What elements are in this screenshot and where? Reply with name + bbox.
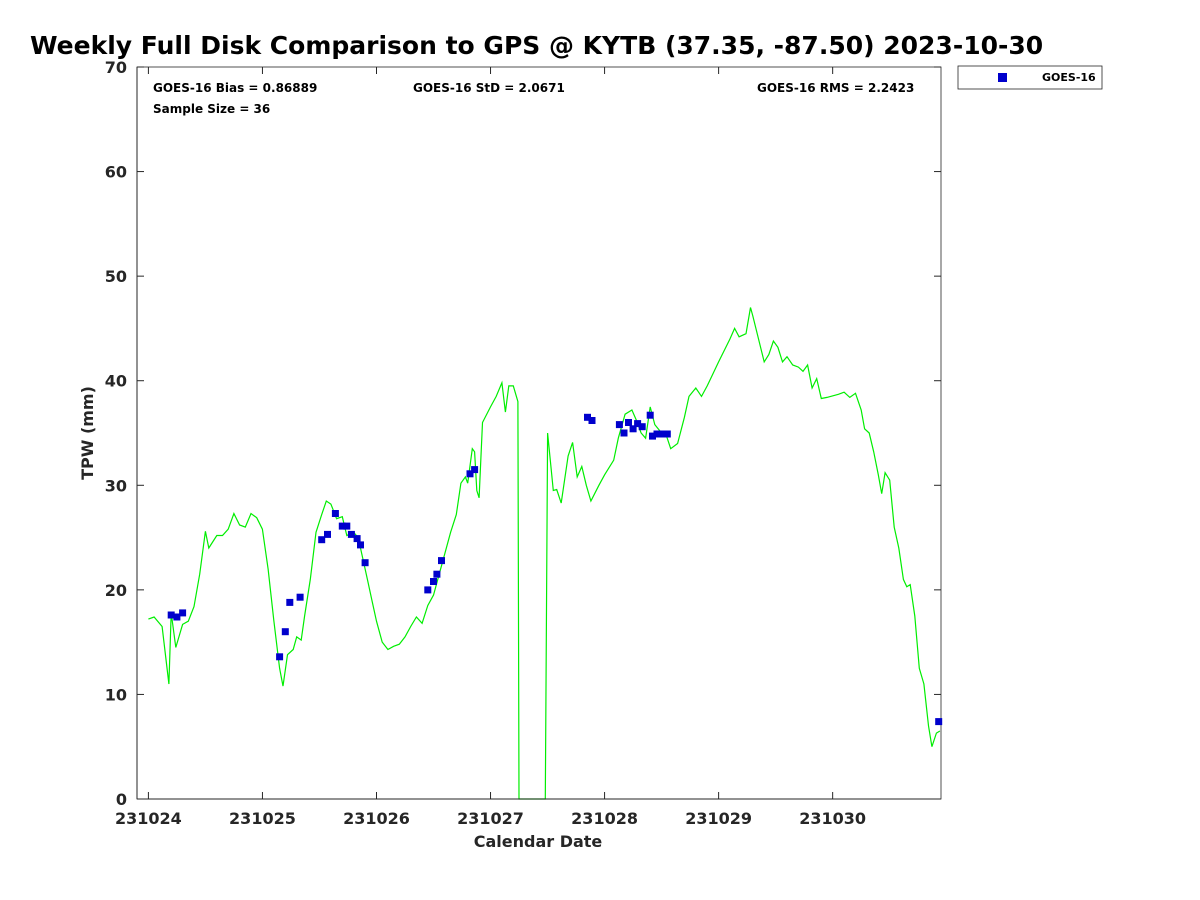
legend: GOES-16 (957, 65, 1103, 90)
y-tick-label-0: 0 (116, 790, 127, 809)
goes16-point-1 (173, 613, 181, 621)
legend-label-goes16: GOES-16 (1042, 71, 1096, 84)
goes16-point-22 (584, 413, 591, 421)
goes16-point-3 (276, 653, 284, 661)
goes16-point-16 (424, 586, 432, 594)
y-axis-ticks: 0 10 20 30 40 50 60 70 (105, 58, 941, 809)
goes16-point-18 (433, 570, 441, 578)
plot-area (136, 66, 942, 800)
y-tick-label-3: 30 (105, 476, 127, 495)
goes16-point-30 (646, 411, 654, 419)
goes16-point-10 (338, 522, 346, 530)
goes16-point-11 (343, 522, 351, 530)
goes16-point-12 (347, 530, 355, 538)
rms-stat: GOES-16 RMS = 2.2423 (757, 81, 914, 95)
chart-title: Weekly Full Disk Comparison to GPS @ KYT… (30, 31, 1043, 60)
legend-box (957, 65, 1103, 90)
goes16-point-29 (638, 423, 646, 431)
y-tick-label-5: 50 (105, 267, 127, 286)
goes16-point-20 (466, 470, 474, 478)
goes16-point-32 (653, 430, 661, 438)
goes16-scatter-series (167, 411, 943, 726)
x-tick-label-6: 231030 (799, 809, 866, 828)
y-tick-label-2: 20 (105, 581, 127, 600)
goes16-point-31 (649, 432, 656, 440)
goes16-point-2 (179, 609, 187, 617)
goes16-point-0 (167, 611, 175, 619)
goes16-point-35 (935, 718, 943, 726)
x-tick-label-5: 231029 (685, 809, 752, 828)
goes16-point-4 (281, 628, 289, 636)
y-axis-label: TPW (mm) (78, 386, 97, 480)
gps-tpw-line (148, 307, 941, 800)
goes16-point-7 (318, 536, 326, 544)
goes16-point-34 (663, 430, 671, 438)
x-axis-ticks: 231024 231025 231026 231027 231028 231029 2310… (115, 67, 866, 828)
goes16-point-14 (357, 541, 364, 549)
goes16-point-25 (620, 429, 628, 437)
bias-stat: GOES-16 Bias = 0.86889 (153, 81, 317, 95)
y-tick-label-4: 40 (105, 372, 127, 391)
goes16-point-26 (625, 419, 632, 426)
y-tick-label-1: 10 (105, 685, 127, 704)
x-tick-label-1: 231025 (229, 809, 296, 828)
goes16-point-33 (658, 430, 666, 438)
goes16-point-19 (438, 557, 445, 565)
goes16-point-23 (588, 417, 596, 424)
legend-marker-goes16 (998, 73, 1007, 82)
goes16-point-17 (430, 578, 437, 585)
goes16-point-5 (286, 598, 294, 606)
x-tick-label-0: 231024 (115, 809, 182, 828)
goes16-point-28 (634, 420, 642, 428)
std-stat: GOES-16 StD = 2.0671 (413, 81, 565, 95)
x-axis-label: Calendar Date (474, 832, 603, 851)
sample-size-stat: Sample Size = 36 (153, 102, 270, 116)
goes16-point-6 (296, 593, 304, 601)
goes16-point-15 (361, 559, 369, 567)
goes16-point-24 (615, 421, 623, 429)
goes16-point-27 (629, 425, 637, 433)
goes16-point-13 (353, 535, 361, 543)
x-tick-label-3: 231027 (457, 809, 524, 828)
gps-line-series (148, 307, 941, 800)
y-tick-label-6: 60 (105, 163, 127, 182)
goes16-point-21 (471, 466, 479, 474)
goes16-point-9 (331, 510, 339, 517)
x-tick-label-2: 231026 (343, 809, 410, 828)
y-tick-label-7: 70 (105, 58, 127, 77)
goes16-point-8 (324, 530, 331, 538)
x-tick-label-4: 231028 (571, 809, 638, 828)
